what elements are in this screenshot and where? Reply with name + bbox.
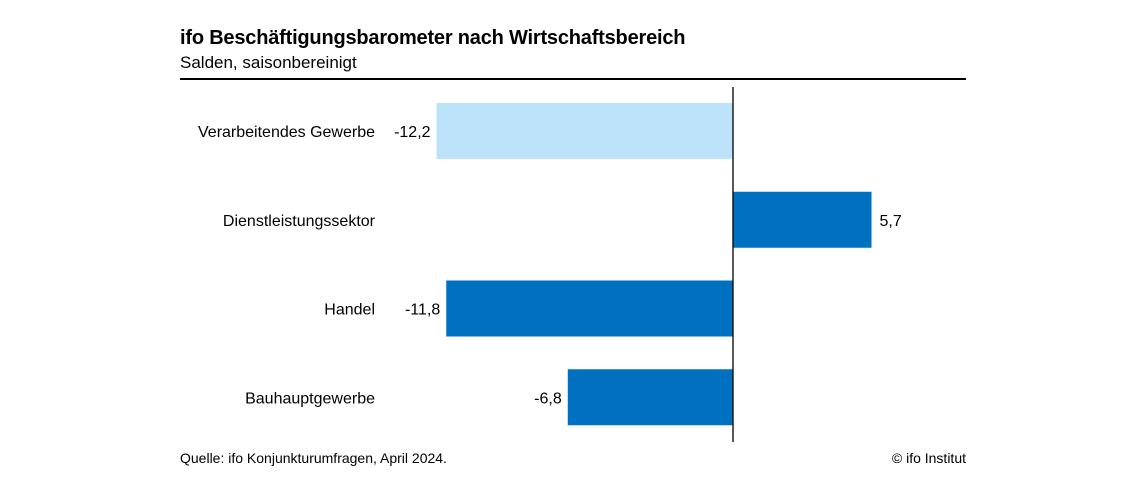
bar-dienstleistungssektor <box>733 191 872 248</box>
data-label: -12,2 <box>394 124 431 141</box>
category-label: Dienstleistungssektor <box>223 213 376 230</box>
data-label: 5,7 <box>880 213 902 230</box>
data-label: -11,8 <box>405 302 440 319</box>
bar-verarbeitendes-gewerbe <box>436 103 733 159</box>
chart-title: ifo Beschäftigungsbarometer nach Wirtsch… <box>180 27 686 49</box>
chart-subtitle: Salden, saisonbereinigt <box>180 53 357 72</box>
category-label: Verarbeitendes Gewerbe <box>198 124 375 141</box>
source-note: Quelle: ifo Konjunkturumfragen, April 20… <box>180 450 447 466</box>
category-label: Bauhauptgewerbe <box>245 390 375 407</box>
bar-handel <box>446 280 733 337</box>
bar-bauhauptgewerbe <box>567 369 733 426</box>
data-label: -6,8 <box>534 390 562 407</box>
category-label: Handel <box>324 302 375 319</box>
title-rule <box>180 78 966 80</box>
copyright-note: © ifo Institut <box>891 450 966 466</box>
